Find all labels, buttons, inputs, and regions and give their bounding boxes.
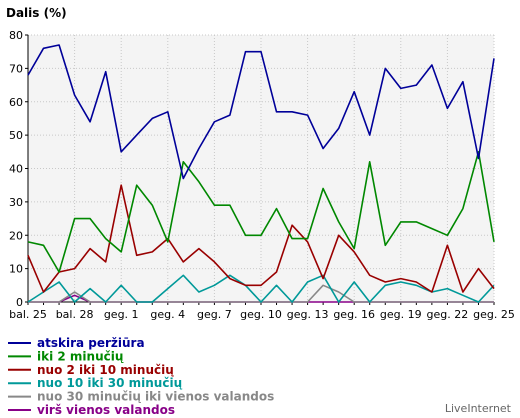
legend-label: atskira peržiūra <box>37 336 145 350</box>
series-line-0 <box>27 44 495 180</box>
x-tick-label: geg. 4 <box>150 308 185 321</box>
plot-area: 0 10 20 30 40 50 60 70 80 bal. 25 bal. 28 geg. 1 geg… <box>9 29 515 321</box>
x-tick-label: geg. 25 <box>473 308 515 321</box>
series-line-2 <box>27 184 495 293</box>
y-tick-label: 10 <box>9 263 23 276</box>
x-tick-label: bal. 28 <box>56 308 94 321</box>
y-tick-label: 20 <box>9 229 23 242</box>
x-tick-label: geg. 16 <box>333 308 375 321</box>
x-tick-label: geg. 10 <box>240 308 282 321</box>
x-tick-label: geg. 13 <box>287 308 329 321</box>
x-tick-label: geg. 1 <box>104 308 139 321</box>
y-tick-label: 40 <box>9 163 23 176</box>
x-tick-label: bal. 25 <box>9 308 47 321</box>
y-axis-label: Dalis (%) <box>6 6 67 20</box>
legend-label: virš vienos valandos <box>37 403 175 417</box>
series-line-3 <box>27 274 495 303</box>
x-tick-label: geg. 22 <box>427 308 469 321</box>
y-tick-label: 60 <box>9 96 23 109</box>
legend-label: nuo 30 minučių iki vienos valandos <box>37 390 274 404</box>
legend-label: nuo 2 iki 10 minučių <box>37 363 174 377</box>
legend-label: iki 2 minučių <box>37 349 124 363</box>
y-tick-label: 30 <box>9 196 23 209</box>
y-tick-label: 70 <box>9 62 23 75</box>
series-line-1 <box>27 151 495 273</box>
x-tick-label: geg. 19 <box>380 308 422 321</box>
brand-label: LiveInternet <box>445 402 512 415</box>
y-tick-label: 0 <box>16 296 23 309</box>
legend-label: nuo 10 iki 30 minučių <box>37 376 183 390</box>
y-tick-label: 50 <box>9 129 23 142</box>
y-tick-label: 80 <box>9 29 23 42</box>
x-tick-label: geg. 7 <box>197 308 232 321</box>
